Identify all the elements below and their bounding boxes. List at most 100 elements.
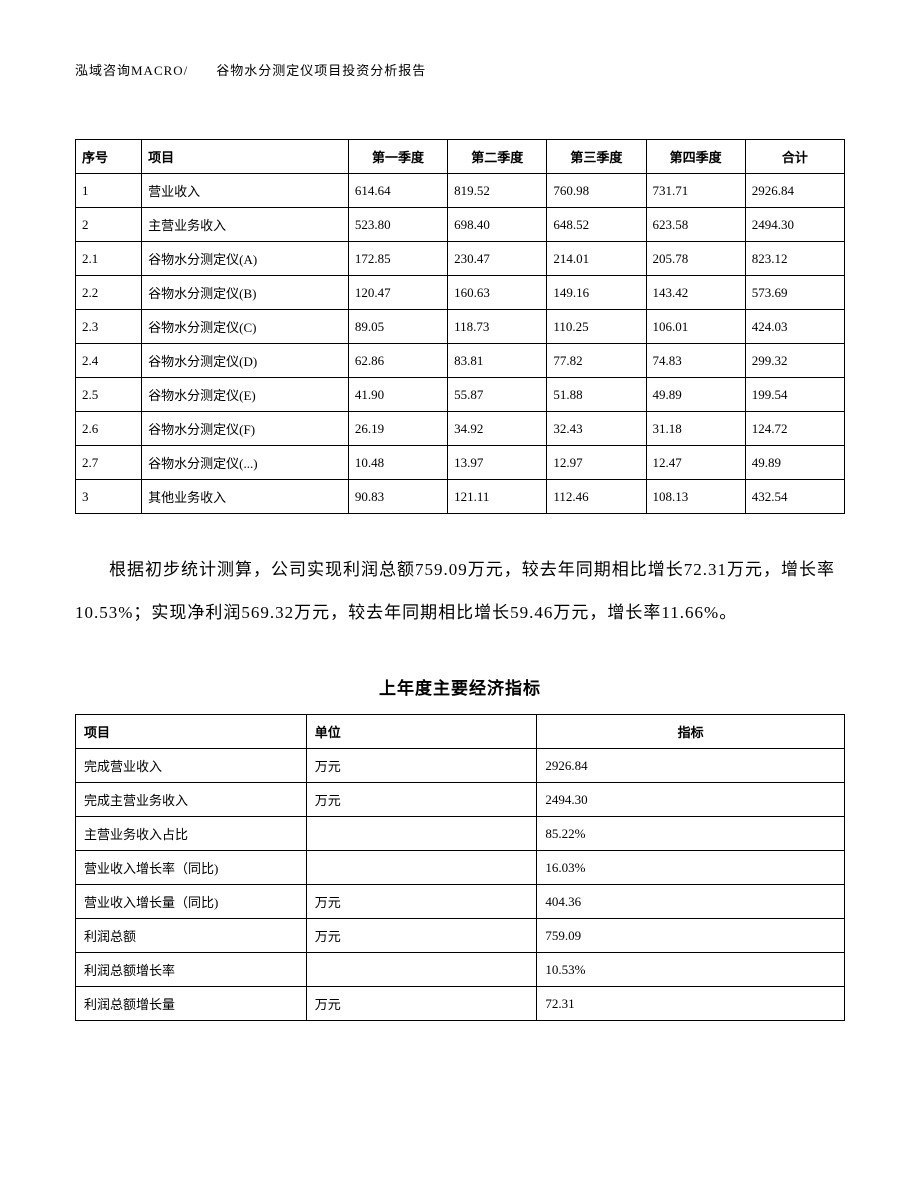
table-cell: 124.72 xyxy=(745,412,844,446)
table-row: 营业收入增长率（同比)16.03% xyxy=(76,851,845,885)
table-row: 完成营业收入万元2926.84 xyxy=(76,749,845,783)
table-row: 2主营业务收入523.80698.40648.52623.582494.30 xyxy=(76,208,845,242)
table-cell: 172.85 xyxy=(348,242,447,276)
table-cell: 90.83 xyxy=(348,480,447,514)
table-cell: 72.31 xyxy=(537,987,845,1021)
quarterly-revenue-table: 序号 项目 第一季度 第二季度 第三季度 第四季度 合计 1营业收入614.64… xyxy=(75,139,845,514)
table-cell: 41.90 xyxy=(348,378,447,412)
table-cell: 利润总额增长率 xyxy=(76,953,307,987)
table-cell: 营业收入 xyxy=(142,174,349,208)
th-seq: 序号 xyxy=(76,140,142,174)
table-cell: 谷物水分测定仪(...) xyxy=(142,446,349,480)
table-cell: 205.78 xyxy=(646,242,745,276)
summary-paragraph: 根据初步统计测算，公司实现利润总额759.09万元，较去年同期相比增长72.31… xyxy=(75,549,845,634)
table-cell: 2.3 xyxy=(76,310,142,344)
table-cell: 万元 xyxy=(306,885,537,919)
table-cell: 823.12 xyxy=(745,242,844,276)
table-cell: 12.47 xyxy=(646,446,745,480)
th-item: 项目 xyxy=(76,715,307,749)
section-subtitle: 上年度主要经济指标 xyxy=(75,674,845,699)
table-cell: 160.63 xyxy=(448,276,547,310)
table-cell: 404.36 xyxy=(537,885,845,919)
table-row: 完成主营业务收入万元2494.30 xyxy=(76,783,845,817)
table-cell: 2 xyxy=(76,208,142,242)
table-cell: 34.92 xyxy=(448,412,547,446)
table-cell: 谷物水分测定仪(A) xyxy=(142,242,349,276)
table-cell: 49.89 xyxy=(646,378,745,412)
table-cell: 199.54 xyxy=(745,378,844,412)
table-row: 2.3谷物水分测定仪(C)89.05118.73110.25106.01424.… xyxy=(76,310,845,344)
economic-indicators-table: 项目 单位 指标 完成营业收入万元2926.84完成主营业务收入万元2494.3… xyxy=(75,714,845,1021)
table-cell: 万元 xyxy=(306,919,537,953)
table-cell: 51.88 xyxy=(547,378,646,412)
table-row: 主营业务收入占比 85.22% xyxy=(76,817,845,851)
table-cell: 230.47 xyxy=(448,242,547,276)
table-cell xyxy=(306,953,537,987)
th-q2: 第二季度 xyxy=(448,140,547,174)
table-row: 2.5谷物水分测定仪(E)41.9055.8751.8849.89199.54 xyxy=(76,378,845,412)
table-cell: 523.80 xyxy=(348,208,447,242)
table-row: 2.4谷物水分测定仪(D)62.8683.8177.8274.83299.32 xyxy=(76,344,845,378)
table-cell: 其他业务收入 xyxy=(142,480,349,514)
table-row: 利润总额增长率 10.53% xyxy=(76,953,845,987)
table-cell: 32.43 xyxy=(547,412,646,446)
table-cell: 49.89 xyxy=(745,446,844,480)
table-cell: 143.42 xyxy=(646,276,745,310)
table-cell: 760.98 xyxy=(547,174,646,208)
table-cell: 完成主营业务收入 xyxy=(76,783,307,817)
table-cell: 谷物水分测定仪(D) xyxy=(142,344,349,378)
table-cell: 106.01 xyxy=(646,310,745,344)
table-cell: 26.19 xyxy=(348,412,447,446)
table-cell: 121.11 xyxy=(448,480,547,514)
table-cell: 万元 xyxy=(306,783,537,817)
table-cell: 13.97 xyxy=(448,446,547,480)
table-cell: 2926.84 xyxy=(745,174,844,208)
table-cell: 2.5 xyxy=(76,378,142,412)
table-cell: 108.13 xyxy=(646,480,745,514)
table-cell: 573.69 xyxy=(745,276,844,310)
table-cell: 1 xyxy=(76,174,142,208)
table-cell: 10.48 xyxy=(348,446,447,480)
table-cell: 648.52 xyxy=(547,208,646,242)
table-cell: 主营业务收入占比 xyxy=(76,817,307,851)
table1-body: 1营业收入614.64819.52760.98731.712926.842主营业… xyxy=(76,174,845,514)
table-cell: 83.81 xyxy=(448,344,547,378)
table-cell: 2.2 xyxy=(76,276,142,310)
table-cell: 698.40 xyxy=(448,208,547,242)
th-q1: 第一季度 xyxy=(348,140,447,174)
table-row: 营业收入增长量（同比)万元404.36 xyxy=(76,885,845,919)
table-cell: 3 xyxy=(76,480,142,514)
table-row: 2.7谷物水分测定仪(...)10.4813.9712.9712.4749.89 xyxy=(76,446,845,480)
table-cell: 营业收入增长量（同比) xyxy=(76,885,307,919)
table-cell: 谷物水分测定仪(E) xyxy=(142,378,349,412)
table-cell: 2.1 xyxy=(76,242,142,276)
table-cell: 214.01 xyxy=(547,242,646,276)
table-cell: 85.22% xyxy=(537,817,845,851)
table-row: 2.6谷物水分测定仪(F)26.1934.9232.4331.18124.72 xyxy=(76,412,845,446)
th-value: 指标 xyxy=(537,715,845,749)
table-header-row: 项目 单位 指标 xyxy=(76,715,845,749)
table-cell: 89.05 xyxy=(348,310,447,344)
table-cell: 2.6 xyxy=(76,412,142,446)
table-cell: 2.4 xyxy=(76,344,142,378)
table-cell: 2494.30 xyxy=(745,208,844,242)
table-cell: 主营业务收入 xyxy=(142,208,349,242)
table-cell: 万元 xyxy=(306,987,537,1021)
table-cell: 31.18 xyxy=(646,412,745,446)
table-row: 利润总额万元759.09 xyxy=(76,919,845,953)
table-cell: 299.32 xyxy=(745,344,844,378)
table-cell: 623.58 xyxy=(646,208,745,242)
table-cell: 120.47 xyxy=(348,276,447,310)
table-row: 2.1谷物水分测定仪(A)172.85230.47214.01205.78823… xyxy=(76,242,845,276)
th-item: 项目 xyxy=(142,140,349,174)
table-cell: 10.53% xyxy=(537,953,845,987)
table-cell: 完成营业收入 xyxy=(76,749,307,783)
table-cell: 62.86 xyxy=(348,344,447,378)
table-header-row: 序号 项目 第一季度 第二季度 第三季度 第四季度 合计 xyxy=(76,140,845,174)
table-cell: 112.46 xyxy=(547,480,646,514)
th-unit: 单位 xyxy=(306,715,537,749)
table-cell: 利润总额增长量 xyxy=(76,987,307,1021)
table-cell: 759.09 xyxy=(537,919,845,953)
table-cell: 营业收入增长率（同比) xyxy=(76,851,307,885)
table-row: 1营业收入614.64819.52760.98731.712926.84 xyxy=(76,174,845,208)
